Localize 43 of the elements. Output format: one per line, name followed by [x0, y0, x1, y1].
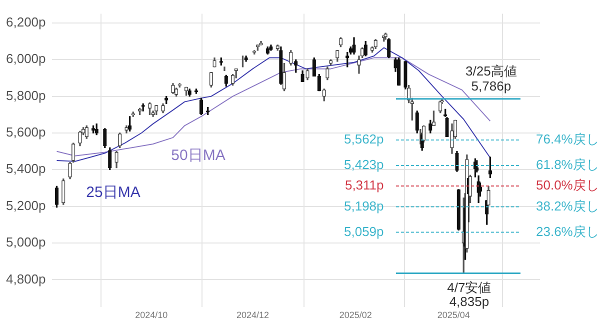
y-tick-label: 4,800p — [6, 271, 46, 286]
x-tick-label: 2025/04 — [437, 310, 470, 320]
candlestick — [128, 116, 132, 132]
candlestick — [91, 125, 96, 134]
ref-line-label: 61.8%戻し — [536, 157, 599, 172]
candlestick — [282, 62, 286, 92]
annotation: 5,562p — [344, 132, 384, 147]
candlestick — [422, 125, 426, 142]
ref-line-label: 76.4%戻し — [536, 132, 599, 147]
y-tick-label: 6,000p — [6, 51, 46, 66]
annotation: 5,423p — [344, 157, 384, 172]
series-label: 50日MA — [171, 147, 226, 164]
x-tick-label: 2025/02 — [339, 310, 372, 320]
candlestick — [242, 56, 244, 68]
candlestick — [328, 59, 333, 66]
candlestick — [138, 108, 142, 115]
ref-line-label: 4/7安値 4,835p — [447, 280, 492, 309]
annotation: 5,311p — [344, 178, 384, 193]
y-tick-label: 6,200p — [6, 14, 46, 30]
candlestick — [148, 102, 152, 115]
y-tick-label: 5,800p — [6, 88, 46, 103]
candlestick — [184, 86, 188, 96]
y-tick-label: 5,000p — [6, 234, 46, 250]
ref-line-label: 3/25高値 5,786p — [466, 63, 517, 94]
candlestick — [432, 110, 436, 126]
candlestick — [209, 72, 214, 88]
candlestick — [199, 98, 204, 115]
ref-line-label: 50.0%戻し — [536, 178, 599, 193]
ref-line-label: 38.2%戻し — [536, 198, 599, 214]
candlestick — [230, 74, 235, 86]
x-tick-label: 2024/10 — [135, 310, 168, 320]
x-tick-label: 2024/12 — [236, 310, 269, 320]
series-label: 25日MA — [86, 184, 140, 201]
y-tick-label: 5,400p — [6, 161, 46, 176]
candlestick — [54, 186, 59, 208]
y-tick-label: 5,600p — [6, 124, 46, 140]
candlestick — [338, 37, 343, 48]
annotation: 5,059p — [344, 224, 384, 239]
candlestick — [256, 44, 260, 51]
y-tick-label: 5,200p — [6, 198, 46, 213]
candlestick — [194, 88, 198, 94]
annotation: 5,198p — [344, 198, 384, 214]
ref-line-label: 23.6%戻し — [536, 224, 599, 239]
